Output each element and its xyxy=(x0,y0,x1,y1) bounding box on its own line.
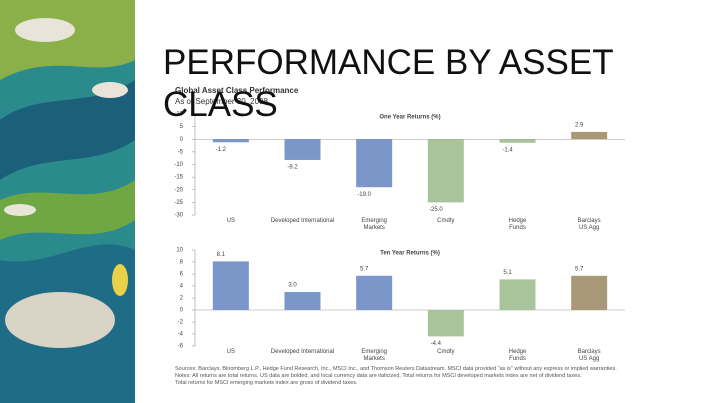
bar xyxy=(499,279,536,310)
x-tick-label: US xyxy=(226,218,235,224)
value-label: -4.4 xyxy=(431,341,442,347)
value-label: -8.2 xyxy=(287,165,298,171)
y-tick-label: -2 xyxy=(178,320,184,326)
y-tick-label: -30 xyxy=(174,213,183,219)
sources: Sources: Barclays, Bloomberg L.P., Hedge… xyxy=(175,366,617,372)
y-tick-label: -6 xyxy=(178,344,184,350)
value-label: -25.0 xyxy=(429,207,443,213)
notes: Notes: All returns are total returns. US… xyxy=(175,373,582,379)
chart-title: One Year Returns (%) xyxy=(379,115,440,121)
value-label: 5.7 xyxy=(360,266,369,272)
bar xyxy=(427,310,464,337)
value-label: 3.0 xyxy=(288,283,297,289)
x-tick-label: Hedge Funds xyxy=(508,349,527,362)
y-tick-label: 6 xyxy=(180,272,184,278)
y-tick-label: -15 xyxy=(174,175,183,181)
y-tick-label: 10 xyxy=(176,248,183,254)
y-tick-label: -5 xyxy=(178,149,184,155)
bar xyxy=(427,139,464,203)
y-tick-label: 5 xyxy=(180,124,184,130)
y-tick-label: -25 xyxy=(174,200,183,206)
value-label: 5.7 xyxy=(575,266,584,272)
bar xyxy=(284,139,321,160)
x-tick-label: Barclays US Agg xyxy=(577,349,601,362)
y-tick-label: 0 xyxy=(180,308,184,314)
bar xyxy=(212,261,249,310)
x-tick-label: Hedge Funds xyxy=(508,218,527,231)
y-tick-label: 8 xyxy=(180,260,184,266)
x-tick-label: Emerging Markets xyxy=(361,218,387,231)
x-tick-label: Barclays US Agg xyxy=(577,218,601,231)
bar xyxy=(571,275,608,310)
x-tick-label: Cmdty xyxy=(437,218,455,224)
value-label: 8.1 xyxy=(217,252,226,258)
value-label: 5.1 xyxy=(503,270,512,276)
value-label: -1.2 xyxy=(216,147,227,153)
bar xyxy=(499,139,536,143)
x-tick-label: US xyxy=(226,349,235,355)
chart-title: Ten Year Returns (%) xyxy=(380,251,440,257)
decorative-art xyxy=(0,0,135,403)
bar xyxy=(212,139,249,143)
bar xyxy=(356,275,393,310)
y-tick-label: -4 xyxy=(178,332,184,338)
value-label: -1.4 xyxy=(502,147,513,153)
x-tick-label: Emerging Markets xyxy=(361,349,387,362)
x-tick-label: Cmdty xyxy=(437,349,455,355)
bar xyxy=(356,139,393,188)
bar xyxy=(571,131,608,140)
y-tick-label: -10 xyxy=(174,162,183,168)
slide-title: PERFORMANCE BY ASSET CLASS xyxy=(163,43,613,124)
x-tick-label: Developed International xyxy=(270,218,335,224)
y-tick-label: -20 xyxy=(174,187,183,193)
x-tick-label: Developed International xyxy=(270,349,335,355)
y-tick-label: 10 xyxy=(176,112,183,118)
subtitle: Global Asset Class Performance xyxy=(175,86,299,95)
y-tick-label: 2 xyxy=(180,296,184,302)
date: As of September 30, 2008 xyxy=(175,97,268,106)
notes-2: Total returns for MSCI emerging markets … xyxy=(175,380,358,386)
y-tick-label: 4 xyxy=(180,284,184,290)
bar xyxy=(284,292,321,310)
value-label: 2.9 xyxy=(575,123,584,129)
value-label: -19.0 xyxy=(357,192,371,198)
y-tick-label: 0 xyxy=(180,137,184,143)
